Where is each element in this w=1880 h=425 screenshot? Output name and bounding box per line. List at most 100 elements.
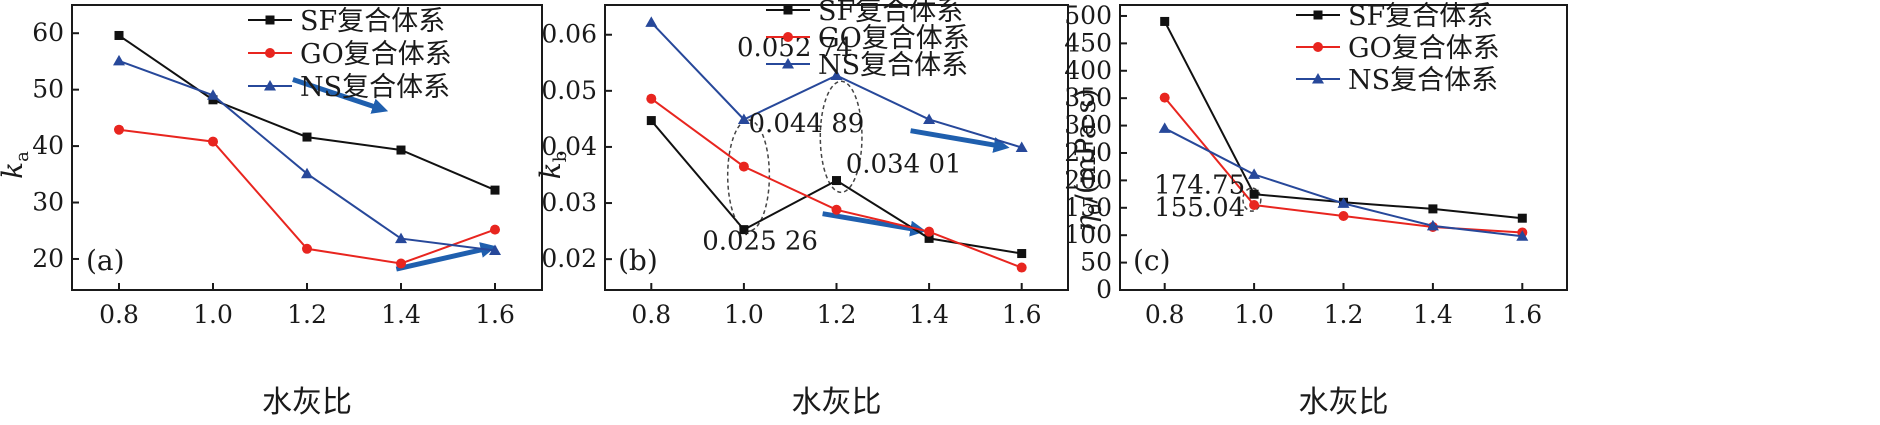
legend-label: GO复合体系 (1348, 33, 1500, 64)
data-point-ns (395, 232, 407, 244)
y-tick-label: 250 (1064, 138, 1112, 167)
y-tick-label: 50 (1080, 248, 1112, 277)
trend-arrow (822, 211, 927, 237)
x-tick-label: 1.0 (1234, 300, 1274, 329)
panel-tag: (b) (618, 244, 658, 277)
legend-label: GO复合体系 (818, 23, 970, 54)
legend-label: NS复合体系 (818, 50, 968, 81)
value-annotation: 0.052 74 (737, 33, 853, 63)
data-point-sf (1249, 189, 1259, 199)
y-axis-title: ka (0, 151, 33, 179)
x-tick-label: 1.4 (1413, 300, 1453, 329)
data-point-sf (1017, 249, 1027, 259)
x-tick-label: 0.8 (1145, 300, 1185, 329)
data-point-go (1249, 200, 1260, 211)
value-annotation: 0.034 01 (846, 150, 962, 180)
legend-marker-ns (1312, 73, 1324, 84)
data-point-go (1016, 262, 1027, 273)
data-point-ns (1516, 230, 1529, 241)
x-tick-label: 1.6 (1002, 300, 1042, 329)
y-axis-title-subscript: 0 (1085, 204, 1106, 215)
panel-a: 20 30 40 50 60 0.8 1.0 1.2 1.4 1.6 水灰比 ka (a) SF复合体系G… (0, 4, 543, 420)
data-point-go (831, 204, 842, 215)
y-tick-label: 0.04 (541, 132, 597, 161)
x-tick-label: 1.0 (193, 300, 233, 329)
data-point-go (490, 224, 500, 235)
panel-tag: (a) (86, 244, 125, 277)
value-annotation: 0.044 89 (749, 109, 865, 139)
data-point-go (924, 226, 935, 237)
data-point-sf (490, 185, 500, 195)
trend-arrow (910, 128, 1010, 153)
data-point-sf (302, 132, 312, 142)
legend-label: SF复合体系 (1348, 1, 1493, 32)
highlight-ellipse (819, 80, 863, 194)
data-point-go (396, 258, 406, 269)
y-tick-label: 0.05 (541, 76, 597, 105)
y-axis-title-main: k (534, 162, 567, 179)
data-point-sf (208, 95, 218, 105)
y-tick-label: 200 (1064, 165, 1112, 194)
data-point-sf (114, 30, 124, 40)
y-axis-title-subscript: a (12, 151, 33, 162)
x-axis-title: 水灰比 (262, 385, 352, 420)
legend-label: SF复合体系 (818, 0, 963, 27)
data-point-sf (924, 233, 934, 243)
x-tick-label: 1.2 (817, 300, 857, 329)
data-point-sf (646, 116, 656, 126)
data-point-go (114, 124, 124, 135)
y-tick-label: 300 (1064, 111, 1112, 140)
y-axis-title: η0/(mPa·s) (1069, 88, 1106, 232)
trend-arrow (292, 77, 389, 114)
x-tick-label: 1.2 (1324, 300, 1364, 329)
y-tick-label: 30 (32, 188, 64, 217)
y-tick-label: 450 (1064, 28, 1112, 57)
y-axis-title-main: k (0, 162, 29, 179)
panel-b: 0.02 0.03 0.04 0.05 0.06 0.8 1.0 1.2 1.4 1.6 水灰比 kb… (534, 0, 1069, 420)
plot-frame (1119, 4, 1568, 291)
data-point-ns (207, 89, 219, 100)
y-tick-label: 50 (32, 75, 64, 104)
value-annotation: 0.025 26 (702, 227, 818, 257)
data-point-ns (1015, 141, 1028, 152)
y-tick-label: 60 (32, 18, 64, 47)
data-point-sf (832, 176, 841, 186)
data-point-ns (301, 167, 313, 179)
data-point-sf (739, 225, 749, 235)
legend-marker-ns (264, 80, 276, 91)
y-axis-title-subscript: b (550, 151, 571, 163)
x-tick-label: 1.6 (1502, 300, 1542, 329)
data-point-ns (645, 16, 658, 27)
y-axis-title-main: η (1069, 215, 1102, 232)
data-point-go (302, 243, 312, 254)
x-tick-label: 1.4 (381, 300, 421, 329)
data-point-ns (1248, 168, 1261, 179)
value-annotation: 174.75 (1154, 171, 1245, 201)
y-tick-label: 0.02 (541, 244, 597, 273)
legend-marker-go (1313, 42, 1323, 52)
legend-marker-sf (783, 5, 793, 15)
data-point-ns (489, 244, 501, 255)
data-point-ns (1158, 122, 1171, 133)
data-point-go (208, 136, 218, 147)
data-point-sf (1160, 16, 1170, 26)
value-annotation: 155.04 (1154, 193, 1245, 223)
y-tick-label: 350 (1064, 83, 1112, 112)
x-tick-label: 1.6 (475, 300, 515, 329)
legend-label: SF复合体系 (300, 6, 445, 37)
x-tick-label: 0.8 (631, 300, 671, 329)
y-tick-label: 0 (1096, 275, 1112, 304)
highlight-ellipse (726, 119, 771, 232)
data-point-ns (737, 113, 750, 125)
legend-marker-sf (1313, 10, 1323, 20)
legend-label: NS复合体系 (1348, 65, 1498, 96)
legend-marker-go (265, 48, 275, 58)
trend-arrow (395, 242, 497, 272)
data-point-go (738, 161, 749, 172)
y-tick-label: 100 (1064, 220, 1112, 249)
panel-tag: (c) (1133, 244, 1171, 277)
x-axis-title: 水灰比 (792, 385, 882, 420)
y-tick-label: 20 (32, 244, 64, 273)
